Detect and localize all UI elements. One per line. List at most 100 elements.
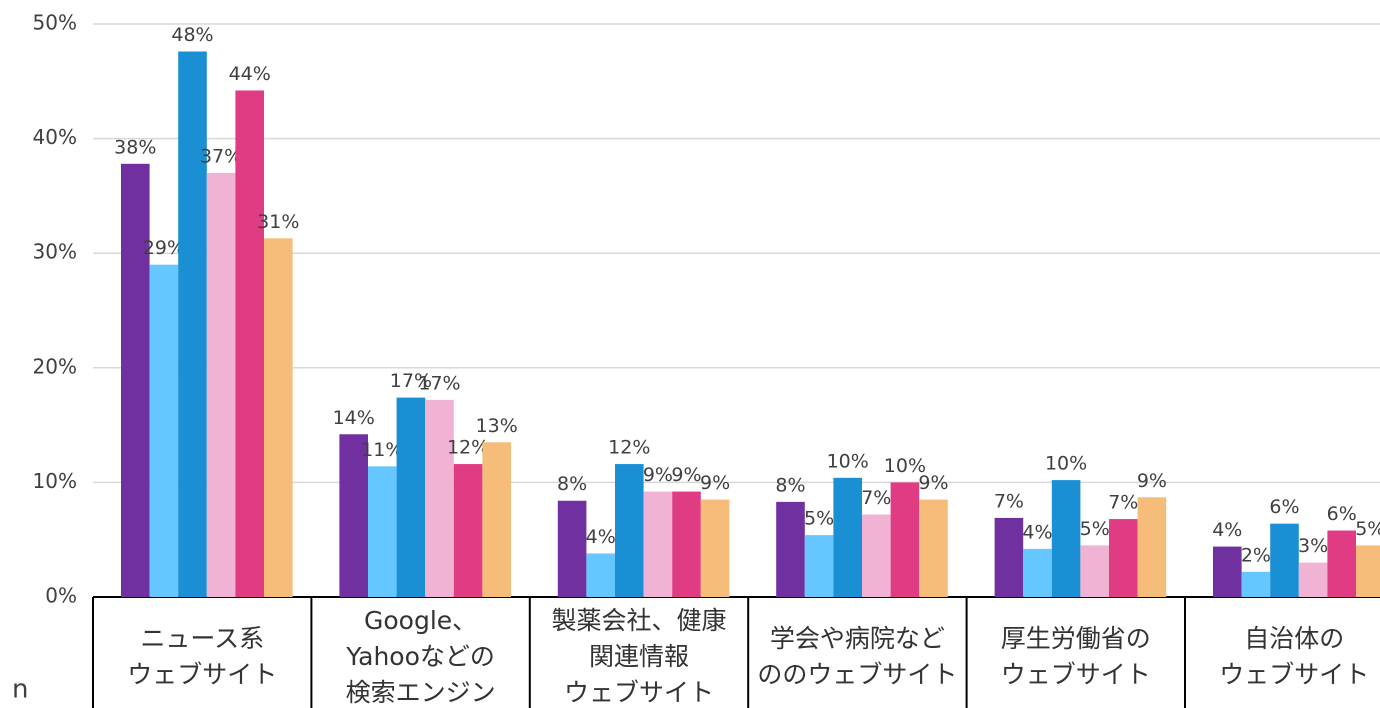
value-label: 9% [671,464,701,486]
value-label: 4% [1022,521,1052,543]
x-tick-label: 学会や病院などののウェブサイト [757,624,957,689]
value-label: 7% [994,490,1024,512]
value-label: 4% [586,526,616,548]
x-tick-line: 自治体の [1244,624,1344,653]
x-tick-line: 厚生労働省の [1001,624,1151,653]
value-label: 9% [700,472,730,494]
x-tick-label: 自治体のウェブサイト [1219,624,1369,689]
value-label: 9% [918,472,948,494]
value-label: 17% [418,372,460,394]
bar [994,517,1024,597]
value-label: 17% [390,370,432,392]
value-label: 44% [229,63,271,85]
bar [890,482,920,597]
value-label: 13% [476,415,518,437]
bar [804,535,834,597]
bar [425,399,454,597]
y-tick-label: 0% [45,584,77,608]
bar [1051,480,1081,597]
x-tick-label: Google、 Yahooなどの検索エンジン [345,606,495,707]
value-label: 5% [1080,518,1110,540]
x-tick-line: Google、 [364,606,477,635]
value-label: 8% [775,474,805,496]
x-tick-line: ののウェブサイト [757,660,957,689]
x-tick-label: 製薬会社、健康関連情報ウェブサイト [551,606,726,707]
x-tick-label: 厚生労働省のウェブサイト [1001,624,1151,689]
value-label: 7% [861,487,891,509]
x-tick-line: 関連情報 [589,642,689,671]
bar [586,553,615,597]
bar [1356,545,1380,597]
value-label: 3% [1298,535,1328,557]
y-tick-label: 50% [33,11,77,35]
value-label: 12% [608,437,650,459]
bar [700,499,730,597]
bar [1080,545,1109,597]
bar [264,238,293,597]
value-label: 2% [1241,544,1271,566]
value-label: 14% [333,407,375,429]
bar [178,51,207,597]
bar [1327,530,1356,597]
x-tick-line: ニュース系 [140,624,264,653]
bar [615,464,644,597]
bar [557,500,587,597]
x-tick-label: ニュース系ウェブサイト [127,624,277,689]
value-label: 48% [171,24,213,46]
y-tick-label: 30% [33,240,77,264]
x-tick-line: 検索エンジン [346,678,496,707]
bar [453,464,483,597]
bar [482,442,511,597]
y-tick-label: 10% [33,469,77,493]
value-label: 7% [1108,492,1138,514]
bar [1270,523,1299,597]
value-label: 29% [143,237,185,259]
x-tick-line: ウェブサイト [127,660,277,689]
x-tick-line: Yahooなどの [345,642,495,671]
x-tick-line: 製薬会社、健康 [551,606,726,635]
bar [368,466,397,597]
bar [121,163,150,597]
value-label: 5% [1355,518,1380,540]
value-label: 10% [827,450,869,472]
bar [919,499,948,597]
value-label: 10% [884,455,926,477]
value-label: 6% [1269,496,1299,518]
bar [1213,546,1242,597]
value-label: 10% [1045,453,1087,475]
value-label: 9% [1137,470,1167,492]
bar [206,172,236,598]
footnote: n [12,675,28,705]
bar [1241,571,1271,597]
bar [1109,519,1138,597]
x-tick-line: ウェブサイト [1001,660,1151,689]
bar [1137,497,1167,597]
value-label: 4% [1212,519,1242,541]
bar [833,477,862,597]
x-tick-line: ウェブサイト [564,678,714,707]
value-label: 12% [447,437,489,459]
value-label: 31% [257,211,299,233]
value-label: 37% [200,145,242,167]
value-label: 38% [114,136,156,158]
x-tick-line: ウェブサイト [1219,660,1369,689]
bar [339,434,368,597]
value-label: 8% [557,473,587,495]
bar [776,501,805,597]
bar [396,397,426,597]
bar [672,491,701,597]
bar [1023,548,1052,597]
bar [1298,562,1328,597]
value-label: 5% [804,508,834,530]
bar [862,514,891,597]
bar [235,90,264,597]
value-label: 9% [643,464,673,486]
x-tick-line: 学会や病院など [770,624,945,653]
value-label: 11% [361,439,403,461]
y-tick-label: 40% [33,125,77,149]
bar [149,264,179,597]
bar [643,491,673,597]
value-label: 6% [1327,503,1357,525]
